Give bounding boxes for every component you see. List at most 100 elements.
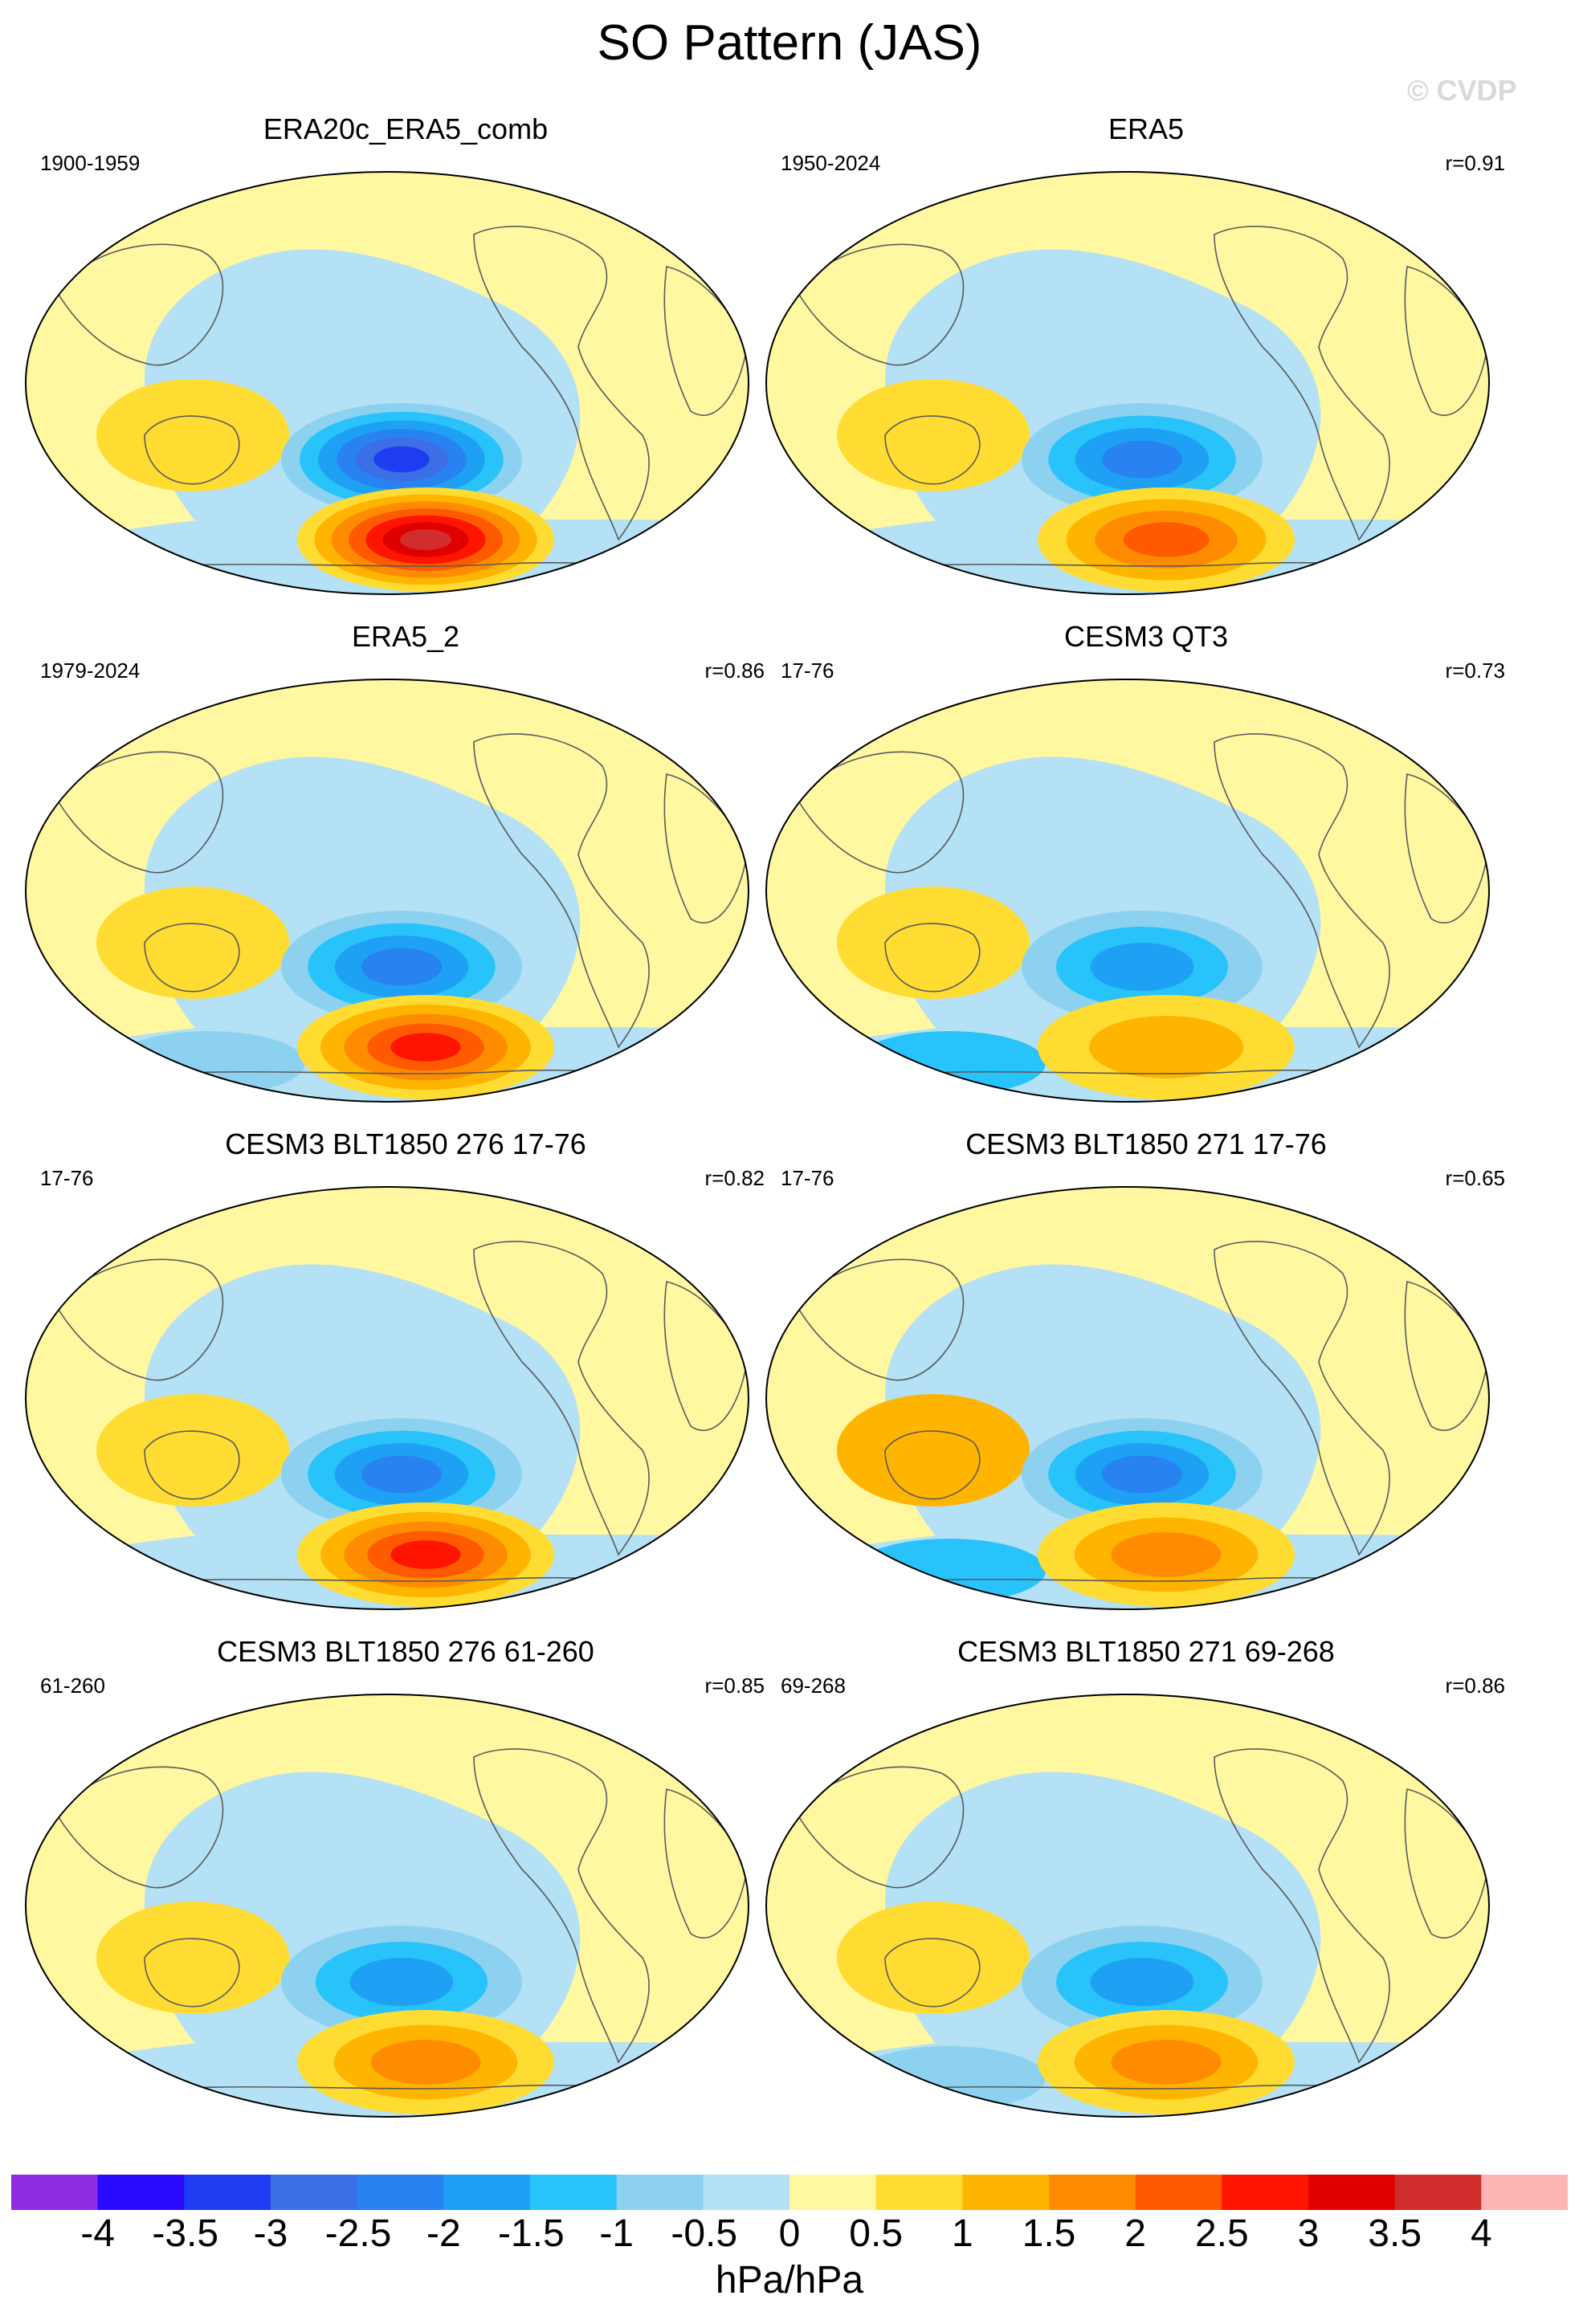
colorbar-tick-label: -0.5 bbox=[671, 2212, 738, 2255]
colorbar-swatch bbox=[357, 2175, 444, 2210]
coastline bbox=[473, 226, 650, 541]
colorbar-swatch bbox=[1222, 2175, 1309, 2210]
panel-correlation: r=0.82 bbox=[704, 1166, 765, 1190]
colorbar-tick-label: -2 bbox=[426, 2212, 461, 2255]
field-negative-contour bbox=[349, 1958, 454, 2006]
panel-title: CESM3 BLT1850 271 69-268 bbox=[957, 1635, 1335, 1668]
panel-years: 17-76 bbox=[781, 1166, 834, 1190]
coastline bbox=[663, 1788, 748, 1939]
colorbar-tick-label: -3 bbox=[253, 2212, 288, 2255]
field-negative-contour bbox=[373, 446, 430, 473]
colorbar-tick-label: 0.5 bbox=[849, 2212, 904, 2255]
field-negative-contour bbox=[1102, 1455, 1182, 1494]
coastline bbox=[796, 1258, 965, 1381]
field-tropical-positive bbox=[96, 1394, 289, 1507]
coastline bbox=[796, 751, 965, 874]
colorbar-ticks: -4 -3.5 -3 -2.5 -2 -1.5 -1 -0.5 0 0.5 1 1.5 2 2.5 3 3.5… bbox=[0, 2212, 1579, 2260]
field-antarctic-negative bbox=[853, 1539, 1046, 1603]
coastline bbox=[884, 1430, 981, 1500]
colorbar-tick-label: 0 bbox=[778, 2212, 801, 2255]
coastline bbox=[55, 1766, 224, 1889]
panel-years: 1979-2024 bbox=[40, 658, 141, 683]
colorbar bbox=[11, 2175, 1568, 2210]
coastline bbox=[144, 1430, 240, 1500]
coastline bbox=[663, 773, 748, 923]
field-positive-contour bbox=[370, 2040, 481, 2085]
map-plot bbox=[25, 171, 749, 595]
coastline bbox=[884, 1938, 981, 2008]
globe-outline bbox=[765, 679, 1490, 1103]
coastline bbox=[796, 243, 965, 366]
coastline bbox=[884, 415, 981, 485]
coastline bbox=[1214, 1748, 1390, 2064]
field-antarctic-negative bbox=[853, 1031, 1046, 1095]
panel-title: ERA5 bbox=[1108, 112, 1185, 145]
panel-title: CESM3 QT3 bbox=[1063, 620, 1229, 653]
coastline bbox=[55, 751, 224, 874]
panel-years: 17-76 bbox=[781, 658, 834, 683]
colorbar-tick-label: 3 bbox=[1297, 2212, 1320, 2255]
field-positive-contour bbox=[1111, 2040, 1222, 2085]
field-antarctic-negative bbox=[112, 524, 305, 588]
figure-title: SO Pattern (JAS) bbox=[597, 15, 982, 71]
colorbar-swatch bbox=[1049, 2175, 1136, 2210]
panel-title: ERA20c_ERA5_comb bbox=[263, 112, 549, 145]
colorbar-swatch bbox=[97, 2175, 185, 2210]
colorbar-swatch bbox=[703, 2175, 790, 2210]
globe-outline bbox=[25, 1186, 749, 1610]
map-plot bbox=[765, 171, 1490, 595]
colorbar-swatch bbox=[530, 2175, 618, 2210]
panel-title: ERA5_2 bbox=[351, 620, 460, 653]
colorbar-tick-label: -1 bbox=[599, 2212, 634, 2255]
globe-outline bbox=[25, 679, 749, 1103]
coastline bbox=[1214, 226, 1390, 541]
globe-outline bbox=[765, 1186, 1490, 1610]
map-plot bbox=[765, 1186, 1490, 1610]
panel-title: CESM3 BLT1850 276 61-260 bbox=[217, 1635, 594, 1668]
panel-years: 1950-2024 bbox=[781, 151, 881, 175]
colorbar-tick-label: 1 bbox=[951, 2212, 973, 2255]
field-tropical-positive bbox=[96, 1902, 289, 2014]
map-plot bbox=[25, 1694, 749, 2118]
globe-outline bbox=[25, 171, 749, 595]
panel-correlation: r=0.85 bbox=[704, 1674, 765, 1698]
colorbar-swatch bbox=[1481, 2175, 1568, 2210]
colorbar-units: hPa/hPa bbox=[715, 2259, 864, 2302]
map-panel: ERA5 1950-2024 r=0.91 bbox=[765, 112, 1520, 626]
coastline bbox=[55, 1258, 224, 1381]
field-negative-contour bbox=[1090, 943, 1194, 991]
colorbar-swatch bbox=[616, 2175, 704, 2210]
coastline bbox=[663, 266, 748, 416]
coastline bbox=[473, 1241, 650, 1556]
coastline bbox=[144, 923, 240, 993]
map-plot bbox=[765, 679, 1490, 1103]
coastline bbox=[1404, 773, 1488, 923]
field-positive-contour bbox=[390, 1540, 461, 1569]
coastline bbox=[1214, 1241, 1390, 1556]
globe-outline bbox=[25, 1694, 749, 2118]
colorbar-swatch bbox=[443, 2175, 531, 2210]
globe-outline bbox=[765, 1694, 1490, 2118]
field-positive-contour bbox=[390, 1033, 461, 1062]
field-antarctic-negative bbox=[853, 2046, 1046, 2110]
field-antarctic-negative bbox=[112, 2046, 305, 2110]
field-positive-contour bbox=[1123, 522, 1210, 557]
colorbar-swatch bbox=[271, 2175, 358, 2210]
panel-correlation: r=0.91 bbox=[1445, 151, 1505, 175]
field-tropical-positive bbox=[837, 1394, 1030, 1507]
map-panel: CESM3 BLT1850 271 17-76 17-76 r=0.65 bbox=[765, 1127, 1520, 1641]
panel-correlation: r=0.86 bbox=[1445, 1674, 1505, 1698]
colorbar-tick-label: -1.5 bbox=[498, 2212, 565, 2255]
field-positive-contour bbox=[1089, 1016, 1243, 1078]
map-plot bbox=[25, 1186, 749, 1610]
colorbar-swatch bbox=[1308, 2175, 1396, 2210]
colorbar-swatch bbox=[962, 2175, 1050, 2210]
colorbar-swatch bbox=[790, 2175, 877, 2210]
panel-years: 1900-1959 bbox=[40, 151, 141, 175]
field-negative-contour bbox=[1090, 1958, 1194, 2006]
map-panel: ERA20c_ERA5_comb 1900-1959 bbox=[25, 112, 779, 626]
panel-title: CESM3 BLT1850 271 17-76 bbox=[965, 1127, 1327, 1160]
coastline bbox=[1404, 266, 1488, 416]
map-panel: CESM3 BLT1850 276 61-260 61-260 r=0.85 bbox=[25, 1635, 779, 2149]
panel-title: CESM3 BLT1850 276 17-76 bbox=[225, 1127, 586, 1160]
